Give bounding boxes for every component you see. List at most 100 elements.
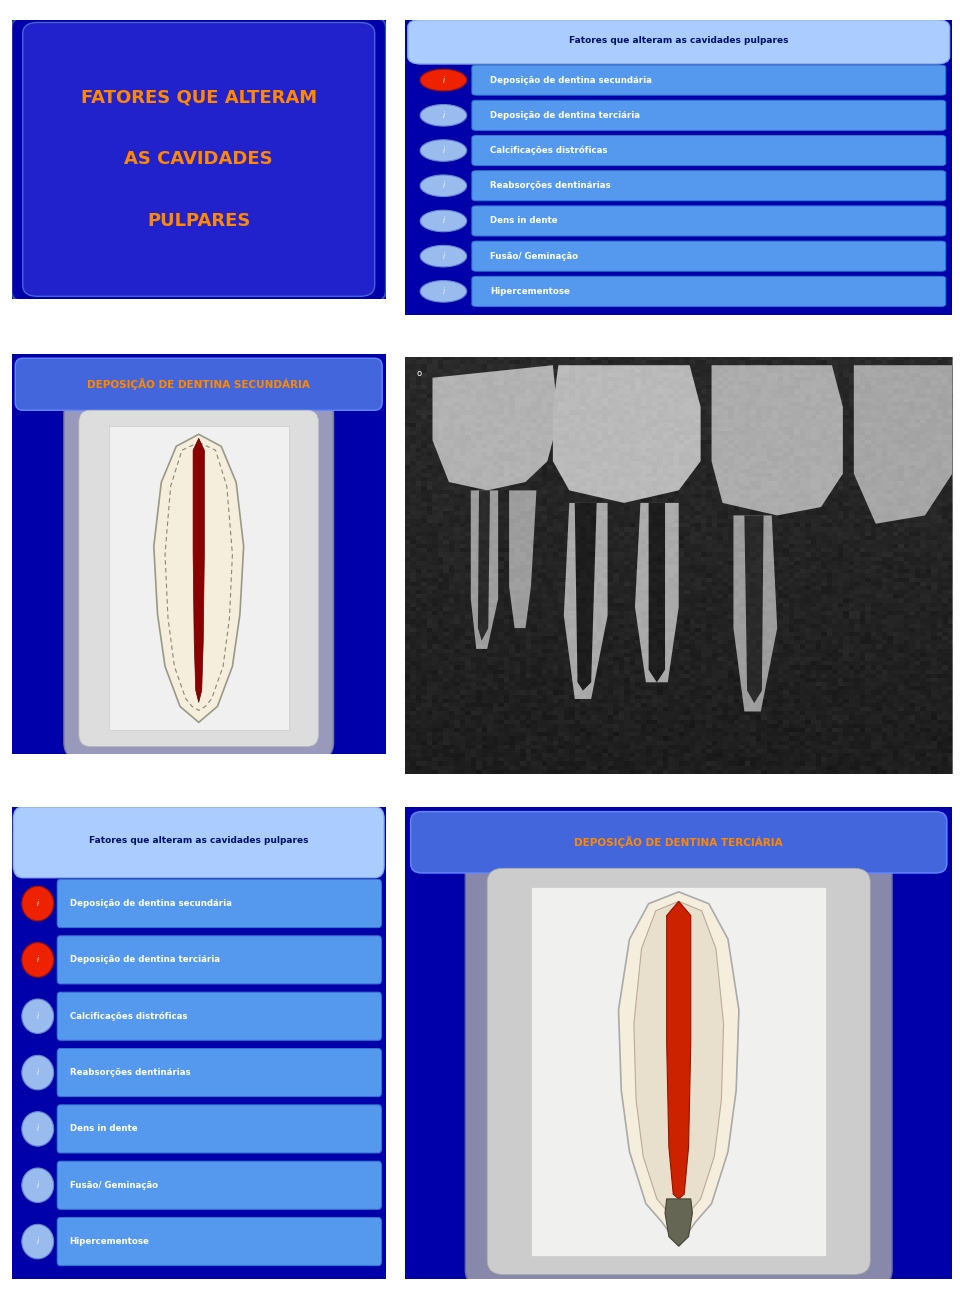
Polygon shape <box>470 491 498 649</box>
Ellipse shape <box>22 1168 54 1203</box>
FancyBboxPatch shape <box>58 1161 381 1210</box>
Text: Dens in dente: Dens in dente <box>490 216 558 226</box>
FancyBboxPatch shape <box>58 935 381 984</box>
Polygon shape <box>193 438 204 702</box>
Text: Hipercementose: Hipercementose <box>490 287 570 297</box>
Text: Deposição de dentina secundária: Deposição de dentina secundária <box>490 76 652 84</box>
FancyBboxPatch shape <box>472 100 946 130</box>
FancyBboxPatch shape <box>4 346 394 762</box>
Text: Fatores que alteram as cavidades pulpares: Fatores que alteram as cavidades pulpare… <box>569 37 788 46</box>
Text: i: i <box>443 110 444 119</box>
Text: AS CAVIDADES: AS CAVIDADES <box>125 151 273 168</box>
Ellipse shape <box>420 140 467 161</box>
Polygon shape <box>666 901 691 1199</box>
FancyBboxPatch shape <box>411 812 947 872</box>
Text: DEPOSIÇÃO DE DENTINA SECUNDÁRIA: DEPOSIÇÃO DE DENTINA SECUNDÁRIA <box>87 378 310 390</box>
FancyBboxPatch shape <box>58 1048 381 1097</box>
Polygon shape <box>154 434 244 723</box>
Ellipse shape <box>420 245 467 266</box>
Ellipse shape <box>22 1224 54 1258</box>
FancyBboxPatch shape <box>58 992 381 1040</box>
Polygon shape <box>564 502 608 699</box>
Text: FATORES QUE ALTERAM: FATORES QUE ALTERAM <box>81 89 317 106</box>
Text: Fusão/ Geminação: Fusão/ Geminação <box>69 1181 157 1190</box>
FancyBboxPatch shape <box>23 22 374 297</box>
Polygon shape <box>634 901 724 1227</box>
FancyBboxPatch shape <box>58 1105 381 1153</box>
FancyBboxPatch shape <box>472 66 946 96</box>
FancyBboxPatch shape <box>58 879 381 928</box>
Polygon shape <box>733 516 778 711</box>
Ellipse shape <box>22 998 54 1034</box>
Text: PULPARES: PULPARES <box>147 213 251 230</box>
Text: DEPOSIÇÃO DE DENTINA TERCIÁRIA: DEPOSIÇÃO DE DENTINA TERCIÁRIA <box>574 836 783 849</box>
Text: i: i <box>36 1124 38 1134</box>
Text: o: o <box>416 370 421 378</box>
Polygon shape <box>744 516 763 703</box>
FancyBboxPatch shape <box>395 798 960 1288</box>
Polygon shape <box>635 502 679 682</box>
Text: i: i <box>443 216 444 226</box>
Polygon shape <box>553 365 701 502</box>
Text: Dens in dente: Dens in dente <box>69 1124 137 1134</box>
FancyBboxPatch shape <box>108 426 289 731</box>
FancyBboxPatch shape <box>466 854 892 1288</box>
Text: Reabsorções dentinárias: Reabsorções dentinárias <box>490 181 611 190</box>
Ellipse shape <box>22 887 54 921</box>
Text: i: i <box>443 252 444 261</box>
Text: Fusão/ Geminação: Fusão/ Geminação <box>490 252 578 261</box>
Ellipse shape <box>420 210 467 232</box>
Text: Reabsorções dentinárias: Reabsorções dentinárias <box>69 1068 190 1077</box>
FancyBboxPatch shape <box>64 399 333 758</box>
FancyBboxPatch shape <box>13 807 384 878</box>
FancyBboxPatch shape <box>0 8 401 311</box>
Text: i: i <box>36 955 38 964</box>
FancyBboxPatch shape <box>472 206 946 236</box>
FancyBboxPatch shape <box>487 869 870 1274</box>
FancyBboxPatch shape <box>4 798 394 1288</box>
Polygon shape <box>649 502 665 682</box>
Polygon shape <box>665 1199 692 1246</box>
Ellipse shape <box>420 281 467 302</box>
Text: i: i <box>443 146 444 155</box>
FancyBboxPatch shape <box>405 357 952 774</box>
Text: Deposição de dentina terciária: Deposição de dentina terciária <box>69 955 220 964</box>
Text: Deposição de dentina terciária: Deposição de dentina terciária <box>490 110 640 119</box>
Polygon shape <box>509 491 537 628</box>
FancyBboxPatch shape <box>12 17 386 302</box>
Text: Calcificações distróficas: Calcificações distróficas <box>69 1012 187 1021</box>
Text: Calcificações distróficas: Calcificações distróficas <box>490 146 608 155</box>
FancyBboxPatch shape <box>79 411 319 747</box>
Ellipse shape <box>420 174 467 197</box>
Text: Fatores que alteram as cavidades pulpares: Fatores que alteram as cavidades pulpare… <box>89 836 308 845</box>
FancyBboxPatch shape <box>395 14 960 320</box>
Text: Deposição de dentina secundária: Deposição de dentina secundária <box>69 899 231 908</box>
Text: i: i <box>36 1181 38 1190</box>
Ellipse shape <box>420 105 467 126</box>
Text: i: i <box>443 287 444 297</box>
FancyBboxPatch shape <box>472 277 946 307</box>
Polygon shape <box>711 365 843 516</box>
FancyBboxPatch shape <box>472 171 946 201</box>
Text: i: i <box>36 899 38 908</box>
Text: i: i <box>36 1012 38 1021</box>
FancyBboxPatch shape <box>531 887 827 1256</box>
FancyBboxPatch shape <box>472 135 946 165</box>
Polygon shape <box>575 502 596 690</box>
FancyBboxPatch shape <box>15 358 382 411</box>
FancyBboxPatch shape <box>408 20 949 64</box>
FancyBboxPatch shape <box>472 241 946 272</box>
Ellipse shape <box>22 1055 54 1090</box>
Polygon shape <box>618 892 739 1246</box>
Ellipse shape <box>22 1111 54 1147</box>
Ellipse shape <box>420 70 467 91</box>
Text: i: i <box>443 76 444 84</box>
Polygon shape <box>853 365 952 523</box>
Text: i: i <box>443 181 444 190</box>
Text: i: i <box>36 1237 38 1246</box>
Polygon shape <box>432 365 559 491</box>
Text: Hipercementose: Hipercementose <box>69 1237 150 1246</box>
Polygon shape <box>478 491 490 640</box>
FancyBboxPatch shape <box>58 1218 381 1266</box>
Text: i: i <box>36 1068 38 1077</box>
